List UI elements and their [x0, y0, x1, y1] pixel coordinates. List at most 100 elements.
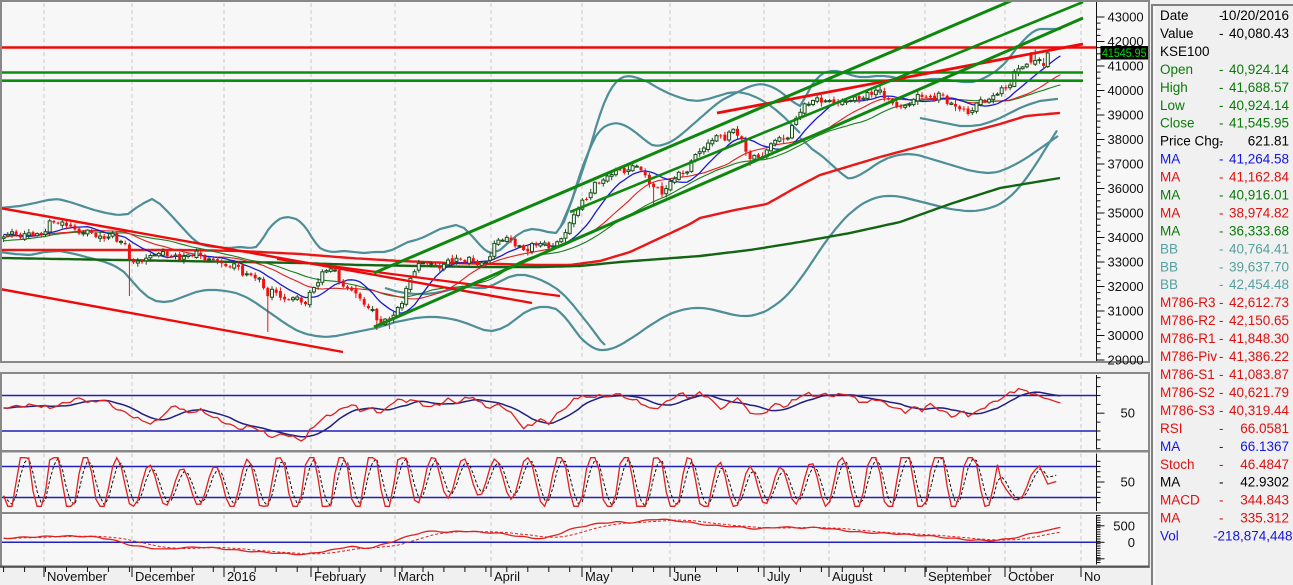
- svg-text:0: 0: [1128, 535, 1135, 550]
- svg-text:335.312: 335.312: [1240, 511, 1289, 526]
- svg-text:October: October: [1008, 569, 1055, 584]
- svg-text:40,621.79: 40,621.79: [1229, 385, 1289, 400]
- svg-text:41,162.84: 41,162.84: [1229, 170, 1290, 185]
- svg-text:42,612.73: 42,612.73: [1229, 295, 1289, 310]
- svg-text:34000: 34000: [1108, 230, 1144, 245]
- svg-text:39000: 39000: [1108, 108, 1144, 123]
- svg-text:36000: 36000: [1108, 181, 1144, 196]
- svg-text:Open: Open: [1160, 62, 1193, 77]
- svg-text:-: -: [1219, 457, 1224, 472]
- svg-text:Stoch: Stoch: [1160, 457, 1195, 472]
- svg-text:50: 50: [1121, 475, 1135, 490]
- svg-text:42000: 42000: [1108, 34, 1144, 49]
- svg-text:40,924.14: 40,924.14: [1229, 98, 1290, 113]
- svg-text:39,637.70: 39,637.70: [1229, 259, 1289, 274]
- svg-text:42,150.65: 42,150.65: [1229, 313, 1289, 328]
- svg-text:-: -: [1219, 116, 1224, 131]
- svg-text:Value: Value: [1160, 26, 1194, 41]
- svg-text:Date: Date: [1160, 8, 1189, 23]
- svg-text:KSE100: KSE100: [1160, 44, 1210, 59]
- svg-text:M786-R2: M786-R2: [1160, 313, 1216, 328]
- svg-text:30000: 30000: [1108, 328, 1144, 343]
- svg-text:-: -: [1219, 331, 1224, 346]
- svg-text:M786-R1: M786-R1: [1160, 331, 1216, 346]
- svg-text:-: -: [1219, 98, 1224, 113]
- svg-text:High: High: [1160, 80, 1188, 95]
- svg-text:No: No: [1084, 569, 1101, 584]
- svg-text:February: February: [314, 569, 367, 584]
- svg-text:M786-Piv: M786-Piv: [1160, 349, 1217, 364]
- svg-text:40000: 40000: [1108, 83, 1144, 98]
- svg-text:41,848.30: 41,848.30: [1229, 331, 1289, 346]
- svg-text:-: -: [1219, 170, 1224, 185]
- svg-text:-: -: [1219, 313, 1224, 328]
- svg-text:-: -: [1219, 475, 1224, 490]
- svg-text:MA: MA: [1160, 188, 1180, 203]
- svg-text:-: -: [1219, 80, 1224, 95]
- svg-text:MA: MA: [1160, 223, 1180, 238]
- svg-text:MA: MA: [1160, 475, 1180, 490]
- svg-text:-: -: [1219, 26, 1224, 41]
- svg-text:40,924.14: 40,924.14: [1229, 62, 1290, 77]
- svg-text:-: -: [1219, 205, 1224, 220]
- svg-text:42,454.48: 42,454.48: [1229, 277, 1289, 292]
- svg-text:Vol: Vol: [1160, 529, 1179, 544]
- svg-text:April: April: [494, 569, 520, 584]
- svg-text:September: September: [928, 569, 992, 584]
- svg-text:May: May: [585, 569, 610, 584]
- svg-text:40,319.44: 40,319.44: [1229, 403, 1290, 418]
- svg-text:-: -: [1219, 439, 1224, 454]
- svg-text:MA: MA: [1160, 170, 1180, 185]
- svg-text:41,264.58: 41,264.58: [1229, 152, 1289, 167]
- svg-text:BB: BB: [1160, 241, 1178, 256]
- svg-text:40,080.43: 40,080.43: [1229, 26, 1289, 41]
- svg-text:38000: 38000: [1108, 132, 1144, 147]
- svg-text:July: July: [767, 569, 791, 584]
- svg-text:M786-R3: M786-R3: [1160, 295, 1216, 310]
- svg-text:-: -: [1219, 367, 1224, 382]
- svg-text:Price Chg.: Price Chg.: [1160, 134, 1223, 149]
- svg-text:621.81: 621.81: [1248, 134, 1289, 149]
- svg-text:BB: BB: [1160, 277, 1178, 292]
- svg-text:-: -: [1219, 349, 1224, 364]
- svg-text:-: -: [1219, 295, 1224, 310]
- svg-text:32000: 32000: [1108, 279, 1144, 294]
- svg-text:2016: 2016: [227, 569, 256, 584]
- svg-text:-: -: [1219, 152, 1224, 167]
- svg-text:41545.95: 41545.95: [1102, 48, 1147, 60]
- svg-text:36,333.68: 36,333.68: [1229, 223, 1289, 238]
- svg-text:M786-S3: M786-S3: [1160, 403, 1215, 418]
- svg-text:38,974.82: 38,974.82: [1229, 205, 1289, 220]
- svg-text:344.843: 344.843: [1240, 493, 1289, 508]
- svg-text:66.0581: 66.0581: [1240, 421, 1289, 436]
- svg-text:August: August: [832, 569, 873, 584]
- svg-text:-: -: [1219, 385, 1224, 400]
- svg-text:June: June: [673, 569, 701, 584]
- svg-text:MA: MA: [1160, 205, 1180, 220]
- svg-text:41000: 41000: [1108, 59, 1144, 74]
- svg-text:40,916.01: 40,916.01: [1229, 188, 1289, 203]
- svg-text:-: -: [1219, 493, 1224, 508]
- svg-text:MACD: MACD: [1160, 493, 1200, 508]
- svg-text:50: 50: [1121, 406, 1135, 421]
- svg-text:-: -: [1219, 259, 1224, 274]
- svg-text:35000: 35000: [1108, 206, 1144, 221]
- svg-text:-: -: [1219, 421, 1224, 436]
- svg-text:Low: Low: [1160, 98, 1185, 113]
- svg-text:-: -: [1219, 8, 1224, 23]
- svg-text:-: -: [1219, 277, 1224, 292]
- svg-text:46.4847: 46.4847: [1240, 457, 1289, 472]
- svg-text:Close: Close: [1160, 116, 1195, 131]
- svg-text:RSI: RSI: [1160, 421, 1183, 436]
- svg-text:March: March: [398, 569, 434, 584]
- svg-text:43000: 43000: [1108, 10, 1144, 25]
- svg-text:November: November: [47, 569, 108, 584]
- svg-text:41,545.95: 41,545.95: [1229, 116, 1289, 131]
- svg-text:-: -: [1219, 403, 1224, 418]
- svg-text:December: December: [135, 569, 196, 584]
- svg-text:-: -: [1219, 134, 1224, 149]
- svg-text:M786-S1: M786-S1: [1160, 367, 1215, 382]
- svg-text:-: -: [1219, 241, 1224, 256]
- svg-text:31000: 31000: [1108, 304, 1144, 319]
- svg-text:MA: MA: [1160, 511, 1180, 526]
